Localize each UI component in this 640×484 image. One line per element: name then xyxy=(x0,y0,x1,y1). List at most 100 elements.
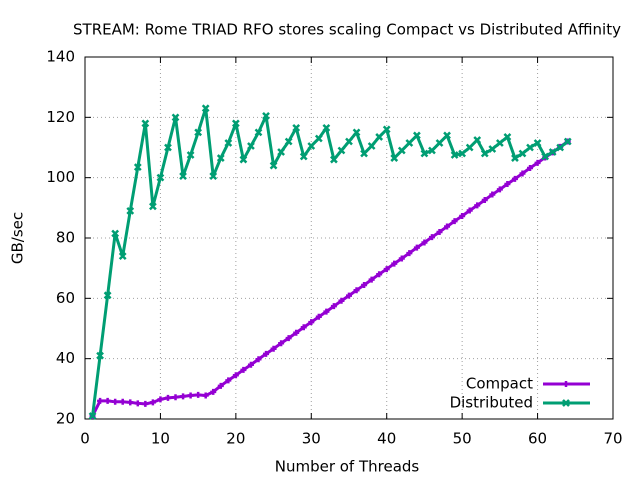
data-point xyxy=(149,399,156,406)
data-point xyxy=(383,266,390,273)
data-point xyxy=(534,159,541,166)
data-point xyxy=(270,345,277,352)
x-tick-label: 10 xyxy=(151,430,170,448)
y-axis-label: GB/sec xyxy=(9,212,27,264)
legend-label: Compact xyxy=(466,375,533,393)
data-point xyxy=(180,393,187,400)
data-point xyxy=(96,351,104,360)
data-point xyxy=(435,139,444,147)
data-point xyxy=(511,154,519,162)
data-point xyxy=(232,372,239,379)
x-tick-label: 50 xyxy=(453,430,472,448)
data-point xyxy=(209,172,218,181)
data-point xyxy=(391,260,398,267)
data-point xyxy=(157,396,164,403)
data-point xyxy=(254,128,263,137)
plot-border xyxy=(84,56,614,420)
data-point xyxy=(496,186,503,193)
chart-title: STREAM: Rome TRIAD RFO stores scaling Co… xyxy=(73,21,621,39)
x-tick-label: 0 xyxy=(80,430,90,448)
data-point xyxy=(398,255,405,262)
data-point xyxy=(285,335,292,342)
data-point xyxy=(548,148,557,156)
data-point xyxy=(375,133,384,141)
y-tick-label: 140 xyxy=(46,48,75,66)
data-point xyxy=(458,149,467,158)
data-point xyxy=(307,142,316,150)
data-point xyxy=(172,394,179,401)
data-point xyxy=(360,149,368,158)
series-line xyxy=(91,106,569,417)
data-point xyxy=(436,228,443,235)
data-point xyxy=(533,139,542,147)
data-point xyxy=(480,149,489,158)
data-point xyxy=(428,234,435,241)
x-tick-label: 30 xyxy=(302,430,321,448)
legend-label: Distributed xyxy=(450,394,533,412)
data-point xyxy=(111,229,120,238)
data-point xyxy=(292,124,301,132)
data-point xyxy=(405,139,414,147)
data-point xyxy=(444,223,451,230)
legend-marker xyxy=(562,399,570,407)
y-tick-label: 100 xyxy=(46,168,75,186)
data-point xyxy=(224,139,233,147)
x-tick-label: 70 xyxy=(603,430,622,448)
data-point xyxy=(127,399,134,406)
data-point xyxy=(88,412,97,420)
data-point xyxy=(413,244,420,251)
data-point xyxy=(361,282,368,289)
series-line xyxy=(91,140,569,417)
data-point xyxy=(201,104,210,113)
data-point xyxy=(104,397,111,404)
data-point xyxy=(450,151,459,159)
data-point xyxy=(337,146,346,155)
data-point xyxy=(495,139,504,147)
data-point xyxy=(346,292,352,299)
data-point xyxy=(112,398,119,405)
data-point xyxy=(459,212,466,219)
data-point xyxy=(563,137,572,146)
data-point xyxy=(368,276,375,283)
data-point xyxy=(255,356,262,363)
data-point xyxy=(376,271,383,278)
data-point xyxy=(103,291,112,300)
data-point xyxy=(210,388,217,395)
data-point xyxy=(488,145,497,153)
data-point xyxy=(164,143,172,152)
data-point xyxy=(428,146,436,155)
data-point xyxy=(269,161,278,170)
data-point xyxy=(187,392,194,399)
data-point xyxy=(247,361,254,368)
data-point xyxy=(262,111,270,120)
x-tick-label: 20 xyxy=(226,430,245,448)
data-point xyxy=(239,155,248,164)
data-point xyxy=(278,340,285,347)
data-point xyxy=(225,377,232,384)
x-tick-label: 40 xyxy=(377,430,396,448)
data-point xyxy=(299,152,308,161)
data-point xyxy=(421,239,428,246)
data-point xyxy=(293,329,300,336)
data-point xyxy=(231,119,240,128)
data-point xyxy=(420,149,429,158)
data-point xyxy=(315,313,322,320)
data-point xyxy=(141,119,150,128)
data-point xyxy=(308,319,315,326)
data-point xyxy=(263,350,270,357)
data-point xyxy=(352,128,361,137)
data-point xyxy=(330,155,338,164)
data-point xyxy=(330,303,337,310)
data-point xyxy=(164,394,171,401)
data-point xyxy=(503,133,512,141)
data-point xyxy=(240,366,247,373)
data-point xyxy=(195,391,202,398)
data-point xyxy=(518,149,527,158)
data-point xyxy=(217,382,224,389)
data-point xyxy=(202,392,209,399)
data-point xyxy=(277,148,285,156)
data-point xyxy=(527,165,534,172)
data-point xyxy=(481,196,488,203)
data-point xyxy=(338,297,345,304)
data-point xyxy=(541,152,549,161)
